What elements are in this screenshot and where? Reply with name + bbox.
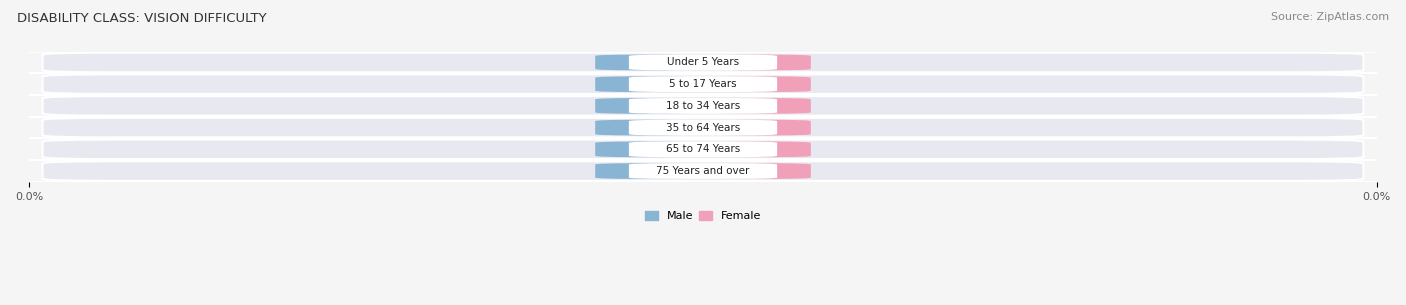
Text: 5 to 17 Years: 5 to 17 Years	[669, 79, 737, 89]
FancyBboxPatch shape	[595, 98, 689, 114]
Text: 0.0%: 0.0%	[751, 123, 776, 133]
FancyBboxPatch shape	[42, 140, 1364, 159]
FancyBboxPatch shape	[595, 163, 689, 179]
FancyBboxPatch shape	[717, 120, 811, 135]
FancyBboxPatch shape	[717, 98, 811, 114]
FancyBboxPatch shape	[628, 55, 778, 70]
Text: 0.0%: 0.0%	[630, 144, 655, 154]
Text: 0.0%: 0.0%	[630, 166, 655, 176]
Text: 0.0%: 0.0%	[751, 166, 776, 176]
Text: 65 to 74 Years: 65 to 74 Years	[666, 144, 740, 154]
FancyBboxPatch shape	[717, 142, 811, 157]
FancyBboxPatch shape	[628, 163, 778, 179]
Text: 35 to 64 Years: 35 to 64 Years	[666, 123, 740, 133]
FancyBboxPatch shape	[595, 55, 689, 70]
FancyBboxPatch shape	[42, 53, 1364, 72]
FancyBboxPatch shape	[717, 76, 811, 92]
FancyBboxPatch shape	[42, 118, 1364, 137]
FancyBboxPatch shape	[595, 142, 689, 157]
Text: 0.0%: 0.0%	[630, 123, 655, 133]
FancyBboxPatch shape	[628, 76, 778, 92]
Text: 0.0%: 0.0%	[630, 79, 655, 89]
Text: 18 to 34 Years: 18 to 34 Years	[666, 101, 740, 111]
Text: 0.0%: 0.0%	[751, 144, 776, 154]
Text: Under 5 Years: Under 5 Years	[666, 57, 740, 67]
FancyBboxPatch shape	[42, 74, 1364, 94]
Text: 0.0%: 0.0%	[751, 79, 776, 89]
Text: 75 Years and over: 75 Years and over	[657, 166, 749, 176]
Text: 0.0%: 0.0%	[630, 57, 655, 67]
FancyBboxPatch shape	[595, 76, 689, 92]
FancyBboxPatch shape	[628, 98, 778, 114]
FancyBboxPatch shape	[717, 55, 811, 70]
FancyBboxPatch shape	[717, 163, 811, 179]
Text: 0.0%: 0.0%	[751, 57, 776, 67]
FancyBboxPatch shape	[42, 96, 1364, 116]
FancyBboxPatch shape	[628, 120, 778, 135]
FancyBboxPatch shape	[628, 142, 778, 157]
Text: 0.0%: 0.0%	[630, 101, 655, 111]
FancyBboxPatch shape	[42, 161, 1364, 181]
Legend: Male, Female: Male, Female	[640, 206, 766, 226]
FancyBboxPatch shape	[595, 120, 689, 135]
Text: 0.0%: 0.0%	[751, 101, 776, 111]
Text: Source: ZipAtlas.com: Source: ZipAtlas.com	[1271, 12, 1389, 22]
Text: DISABILITY CLASS: VISION DIFFICULTY: DISABILITY CLASS: VISION DIFFICULTY	[17, 12, 267, 25]
